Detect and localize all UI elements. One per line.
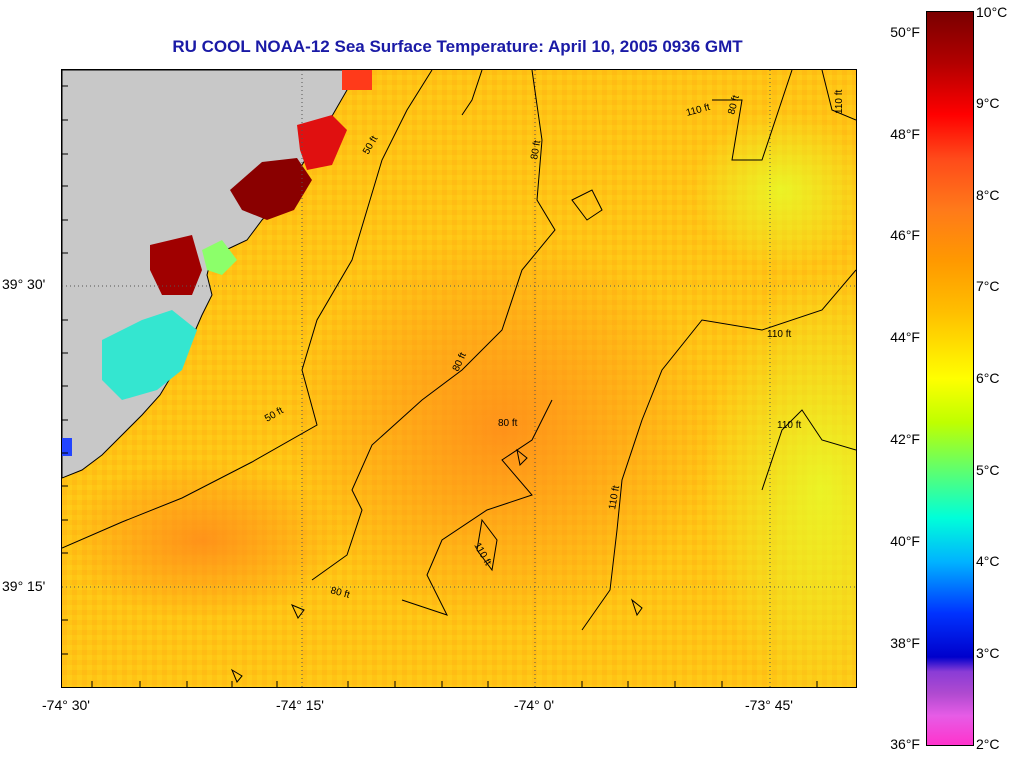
colorbar-f-label: 48°F [890, 126, 920, 142]
colorbar-c-label: 4°C [976, 553, 1000, 569]
cool-bay-patch [102, 310, 197, 400]
lat-tick-label: 39° 30' [2, 276, 46, 292]
sst-map-svg: 50 ft 50 ft 80 ft 80 ft 80 ft 80 ft 110 … [62, 70, 856, 687]
temperature-colorbar [926, 11, 974, 746]
axis-ticks [62, 85, 818, 687]
cool-offshore-east [702, 270, 856, 687]
colorbar-f-label: 46°F [890, 227, 920, 243]
contour-label: 80 ft [529, 139, 543, 160]
colorbar-f-label: 36°F [890, 736, 920, 752]
warm-core [282, 230, 722, 630]
cool-offshore-ne [692, 110, 856, 270]
contour-label: 110 ft [767, 329, 791, 340]
map-title: RU COOL NOAA-12 Sea Surface Temperature:… [172, 37, 743, 56]
warm-bay-patch-1 [230, 158, 312, 220]
colorbar-f-label: 44°F [890, 329, 920, 345]
colorbar-f-label: 40°F [890, 533, 920, 549]
colorbar-c-label: 8°C [976, 187, 1000, 203]
colorbar-c-label: 2°C [976, 736, 1000, 752]
depth-contours [62, 70, 856, 683]
colorbar-c-label: 9°C [976, 95, 1000, 111]
colorbar-f-label: 42°F [890, 431, 920, 447]
contour-label: 80 ft [726, 94, 742, 116]
colorbar-f-label: 38°F [890, 635, 920, 651]
contour-label: 80 ft [498, 418, 518, 429]
lon-tick-label: -74° 0' [513, 697, 555, 713]
lon-tick-label: -74° 30' [42, 697, 90, 713]
colorbar-c-label: 6°C [976, 370, 1000, 386]
warm-bay-patch-2 [297, 115, 347, 170]
contour-label: 110 ft [777, 420, 801, 431]
cool-bay-patch-2 [202, 240, 237, 275]
graticule [62, 70, 856, 687]
lat-tick-label: 39° 15' [2, 578, 46, 594]
colorbar-c-label: 10°C [976, 4, 1008, 20]
sst-map: 50 ft 50 ft 80 ft 80 ft 80 ft 80 ft 110 … [61, 69, 857, 688]
colorbar-c-label: 7°C [976, 278, 1000, 294]
contour-label: 80 ft [329, 585, 351, 601]
colorbar-f-label: 50°F [890, 24, 920, 40]
warm-nearshore [62, 460, 342, 620]
lon-tick-label: -74° 15' [276, 697, 324, 713]
cold-inlet-patch [62, 438, 72, 456]
lon-tick-label: -73° 45' [745, 697, 793, 713]
contour-label: 110 ft [607, 484, 622, 510]
warm-bay-patch-4 [342, 70, 372, 90]
warm-bay-patch-3 [150, 235, 202, 295]
colorbar-c-label: 3°C [976, 645, 1000, 661]
contour-label: 110 ft [834, 90, 845, 114]
colorbar-c-label: 5°C [976, 462, 1000, 478]
contour-labels: 50 ft 50 ft 80 ft 80 ft 80 ft 80 ft 110 … [263, 90, 845, 601]
